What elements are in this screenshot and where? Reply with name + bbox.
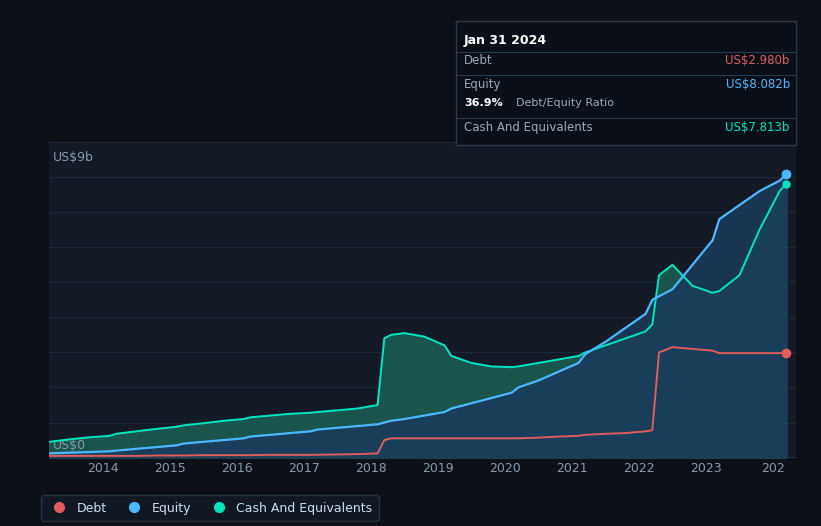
Text: US$9b: US$9b [53,151,94,164]
Legend: Debt, Equity, Cash And Equivalents: Debt, Equity, Cash And Equivalents [40,495,378,521]
Text: US$2.980b: US$2.980b [726,54,790,67]
Text: US$7.813b: US$7.813b [726,121,790,134]
Text: US$8.082b: US$8.082b [726,78,790,91]
Text: Debt: Debt [464,54,493,67]
Text: Jan 31 2024: Jan 31 2024 [464,34,547,47]
Text: Cash And Equivalents: Cash And Equivalents [464,121,593,134]
Text: Debt/Equity Ratio: Debt/Equity Ratio [516,98,613,108]
Text: Equity: Equity [464,78,502,91]
Text: US$0: US$0 [53,439,85,452]
Text: 36.9%: 36.9% [464,98,502,108]
